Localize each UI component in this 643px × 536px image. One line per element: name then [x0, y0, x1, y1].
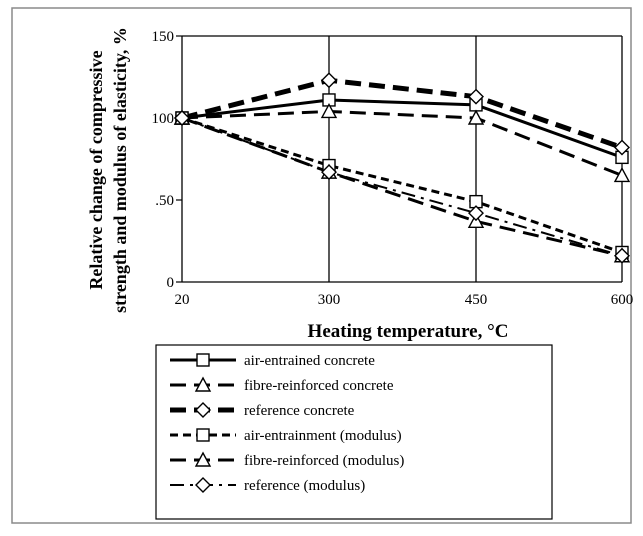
legend-marker-3 [196, 428, 210, 442]
y-axis-label-line-2: strength and modulus of elasticity, % [110, 27, 130, 313]
series-5-point-3 [614, 247, 630, 264]
legend-marker-2 [195, 402, 211, 418]
legend-label-5: reference (modulus) [244, 478, 365, 494]
series-line-1 [181, 109, 623, 177]
series-2-point-2 [468, 88, 484, 105]
series-1-point-2 [467, 109, 485, 125]
legend-label-1: fibre-reinforced concrete [244, 378, 394, 394]
legend-label-3: air-entrainment (modulus) [244, 428, 402, 444]
series-line-5 [181, 117, 623, 257]
legend-box [155, 344, 553, 520]
series-5-point-1 [321, 164, 337, 181]
x-tick-label: 450 [465, 292, 488, 308]
x-tick-label: 20 [175, 292, 190, 308]
y-tick-label: 0 [167, 275, 175, 291]
series-5-point-0 [174, 110, 190, 126]
series-line-2 [181, 77, 623, 150]
x-axis-label: Heating temperature, °C [308, 321, 509, 342]
x-tick-label: 600 [611, 292, 634, 308]
y-tick-label: .50 [155, 193, 174, 209]
series-2-point-3 [614, 139, 630, 156]
series-line-0 [181, 98, 623, 159]
series-line-3 [181, 116, 623, 254]
series-5-point-2 [468, 205, 484, 222]
x-tick-label: 300 [318, 292, 341, 308]
legend-marker-5 [195, 477, 211, 493]
legend-marker-4 [194, 451, 212, 467]
legend-marker-1 [194, 376, 212, 392]
y-axis-label-line-1: Relative change of compressive [86, 50, 106, 289]
y-tick-label: 100 [152, 111, 175, 127]
legend-marker-0 [196, 353, 210, 367]
y-tick-label: 150 [152, 29, 175, 45]
legend-label-2: reference concrete [244, 403, 355, 419]
series-2-point-1 [321, 72, 337, 89]
legend-label-0: air-entrained concrete [244, 353, 375, 369]
series-1-point-3 [613, 166, 631, 183]
series-1-point-1 [320, 102, 338, 119]
legend-label-4: fibre-reinforced (modulus) [244, 453, 404, 469]
